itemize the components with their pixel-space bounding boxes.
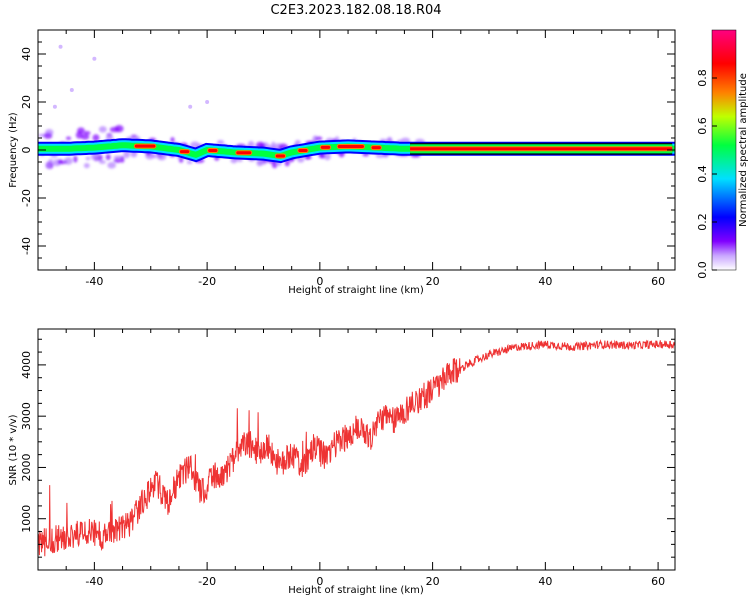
spectrogram-noise-blob (271, 141, 276, 150)
spectrogram-noise-blob (216, 140, 225, 145)
spectrogram-x-tick-label: 0 (316, 275, 323, 288)
spectrogram-noise-blob (77, 127, 85, 134)
snr-y-tick-label: 4000 (20, 351, 33, 379)
snr-x-tick-label: 20 (426, 575, 440, 588)
spectrogram-y-tick-label: 0 (20, 147, 33, 154)
spectrogram-y-tick-label: -40 (20, 237, 33, 255)
spectrogram-x-tick-label: 20 (426, 275, 440, 288)
figure-title: C2E3.2023.182.08.18.R04 (270, 3, 441, 18)
spectrogram-y-tick-label: 20 (20, 95, 33, 109)
snr-y-axis-label: SNR (10 * v/v) (8, 414, 19, 485)
spectrogram-noise-blob (90, 152, 100, 161)
spectrogram-isolated-blob (188, 104, 193, 109)
spectrogram-y-axis-label: Frequency (Hz) (8, 112, 19, 188)
spectrogram-noise-blob (83, 162, 90, 169)
spectrogram-noise-blob (83, 131, 91, 135)
spectrogram-noise-blob (107, 162, 117, 169)
spectrogram-noise-blob (151, 154, 158, 159)
snr-y-tick-label: 3000 (20, 402, 33, 430)
spectrogram-x-tick-label: 60 (651, 275, 665, 288)
spectrogram-noise-blob (170, 137, 175, 143)
spectrogram-ridge-red (410, 147, 673, 151)
spectrogram-heatmap (38, 44, 675, 170)
snr-x-tick-label: 0 (316, 575, 323, 588)
spectrogram-noise-blob (57, 160, 68, 165)
spectrogram-noise-blob (98, 160, 106, 164)
spectrogram-y-tick-label: 40 (20, 47, 33, 61)
spectrogram-panel: -40 -20 0 20 40 60 -40 -20 0 20 40 Height of strai… (8, 29, 676, 296)
spectrogram-noise-blob (375, 154, 385, 158)
spectrogram-hot-core (179, 150, 190, 154)
spectrogram-x-tick-label: -20 (198, 275, 216, 288)
spectrogram-isolated-blob (52, 104, 57, 109)
colorbar-ticks: 0.0 0.2 0.4 0.6 0.8 (696, 69, 717, 279)
spectrogram-noise-blob (92, 134, 100, 142)
snr-ticks: -40 -20 0 20 40 60 1000 2000 3000 4000 (20, 329, 675, 588)
spectrogram-noise-blob (48, 158, 53, 163)
spectrogram-noise-blob (85, 156, 91, 161)
spectrogram-y-tick-label: -20 (20, 189, 33, 207)
colorbar-label: Normalized spectral amplitude (738, 73, 749, 227)
snr-series-line (38, 339, 675, 557)
spectrogram-isolated-blob (58, 44, 63, 49)
spectrogram-hot-core (371, 146, 381, 150)
spectrogram-hot-core (320, 145, 331, 149)
snr-x-tick-label: -20 (198, 575, 216, 588)
snr-x-tick-label: 40 (538, 575, 552, 588)
spectrogram-noise-blob (120, 156, 125, 163)
spectrogram-noise-blob (65, 136, 72, 141)
spectrogram-hot-core (275, 154, 286, 158)
spectrogram-noise-blob (98, 126, 107, 133)
spectrogram-noise-blob (114, 125, 124, 133)
spectrogram-noise-blob (324, 153, 331, 161)
colorbar-tick-label: 0.8 (696, 69, 709, 87)
spectrogram-x-tick-label: 40 (538, 275, 552, 288)
spectrogram-noise-blob (98, 154, 103, 162)
snr-frame (37, 328, 676, 571)
spectrogram-noise-blob (73, 155, 78, 163)
spectrogram-noise-blob (178, 157, 184, 163)
spectrogram-x-tick-label: -40 (85, 275, 103, 288)
spectrogram-noise-blob (186, 160, 193, 165)
spectrogram-noise-blob (113, 158, 122, 163)
colorbar-tick-label: 0.2 (696, 213, 709, 231)
snr-x-tick-label: 60 (651, 575, 665, 588)
spectrogram-x-axis-label: Height of straight line (km) (288, 285, 424, 296)
spectrogram-noise-blob (256, 159, 263, 167)
spectrogram-noise-blob (314, 136, 323, 141)
snr-x-axis-label: Height of straight line (km) (288, 585, 424, 596)
colorbar: 0.0 0.2 0.4 0.6 0.8 Normalized spectral ampl… (696, 29, 749, 279)
spectrogram-hot-core (298, 148, 308, 152)
spectrogram-noise-blob (105, 154, 111, 161)
snr-y-tick-label: 1000 (20, 505, 33, 533)
snr-panel: -40 -20 0 20 40 60 1000 2000 3000 4000 Height of … (8, 328, 676, 596)
spectrogram-ticks: -40 -20 0 20 40 60 -40 -20 0 20 40 (20, 29, 675, 288)
spectrogram-isolated-blob (92, 56, 97, 61)
spectrogram-noise-blob (130, 134, 138, 139)
spectrogram-isolated-blob (205, 100, 210, 104)
colorbar-tick-label: 0.4 (696, 165, 709, 183)
snr-x-tick-label: -40 (85, 575, 103, 588)
spectrogram-noise-blob (45, 163, 50, 169)
spectrogram-noise-blob (387, 137, 392, 142)
colorbar-tick-label: 0.6 (696, 117, 709, 135)
snr-plot-area (38, 329, 675, 570)
spectrogram-hot-core (236, 151, 252, 155)
snr-y-tick-label: 2000 (20, 453, 33, 481)
colorbar-tick-label: 0.0 (696, 261, 709, 279)
spectrogram-hot-core (337, 145, 364, 149)
spectrogram-isolated-blob (69, 88, 74, 92)
spectrogram-hot-core (208, 148, 218, 152)
spectrogram-hot-core (134, 144, 156, 148)
spectrogram-noise-blob (43, 132, 53, 139)
spectrogram-noise-blob (80, 134, 90, 140)
colorbar-gradient (711, 29, 737, 271)
